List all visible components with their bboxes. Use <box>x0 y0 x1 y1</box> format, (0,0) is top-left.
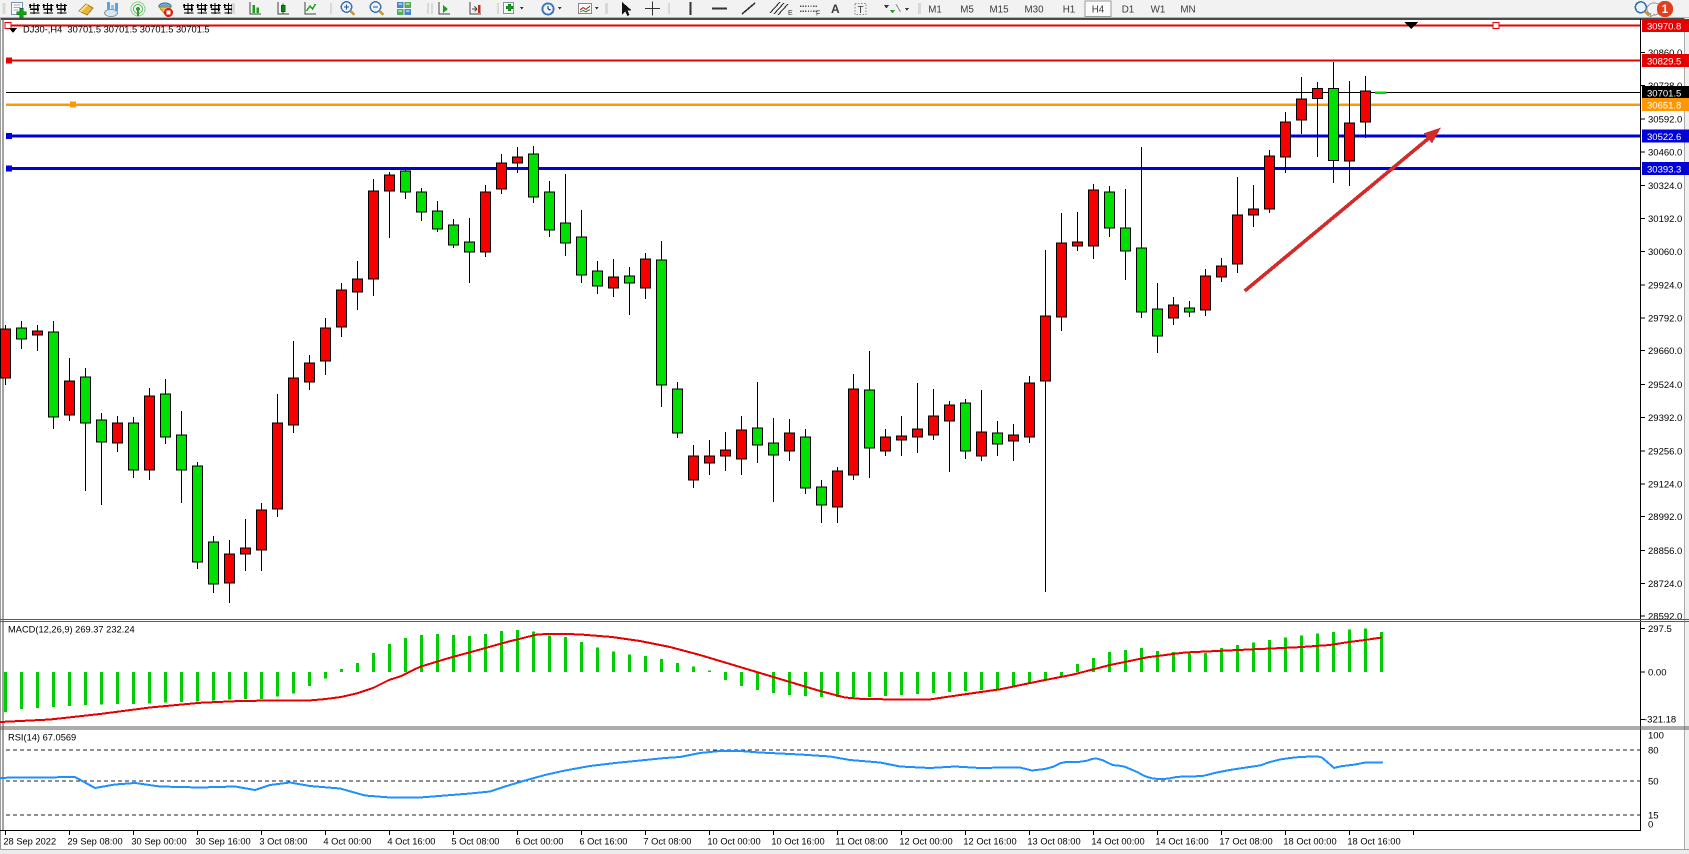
svg-text:30651.8: 30651.8 <box>1647 101 1681 112</box>
svg-text:12 Oct 16:00: 12 Oct 16:00 <box>963 837 1016 847</box>
svg-text:30860.0: 30860.0 <box>1648 48 1682 59</box>
svg-text:80: 80 <box>1648 746 1659 757</box>
svg-text:297.5: 297.5 <box>1648 624 1672 635</box>
svg-text:30970.8: 30970.8 <box>1647 22 1681 33</box>
svg-text:H4: H4 <box>1092 5 1105 16</box>
svg-text:M1: M1 <box>928 5 942 16</box>
svg-text:17 Oct 08:00: 17 Oct 08:00 <box>1219 837 1272 847</box>
svg-text:30324.0: 30324.0 <box>1648 181 1682 192</box>
svg-text:MN: MN <box>1180 5 1195 16</box>
svg-text:6 Oct 00:00: 6 Oct 00:00 <box>515 837 563 847</box>
svg-text:M30: M30 <box>1024 5 1044 16</box>
svg-text:29392.0: 29392.0 <box>1648 413 1682 424</box>
svg-text:12 Oct 00:00: 12 Oct 00:00 <box>899 837 952 847</box>
svg-text:30 Sep 16:00: 30 Sep 16:00 <box>195 837 250 847</box>
svg-text:5 Oct 08:00: 5 Oct 08:00 <box>451 837 499 847</box>
svg-text:-321.18: -321.18 <box>1644 715 1676 726</box>
svg-text:4 Oct 00:00: 4 Oct 00:00 <box>323 837 371 847</box>
svg-text:18 Oct 16:00: 18 Oct 16:00 <box>1347 837 1400 847</box>
svg-text:10 Oct 16:00: 10 Oct 16:00 <box>771 837 824 847</box>
svg-text:F: F <box>816 11 820 18</box>
svg-text:M5: M5 <box>960 5 974 16</box>
svg-text:13 Oct 08:00: 13 Oct 08:00 <box>1027 837 1080 847</box>
svg-text:29 Sep 08:00: 29 Sep 08:00 <box>67 837 122 847</box>
svg-text:14 Oct 00:00: 14 Oct 00:00 <box>1091 837 1144 847</box>
svg-text:30460.0: 30460.0 <box>1648 147 1682 158</box>
svg-text:28 Sep 2022: 28 Sep 2022 <box>3 837 56 847</box>
svg-text:DJ30-,H4 30701.5 30701.5 3070: DJ30-,H4 30701.5 30701.5 30701.5 30701.5 <box>23 25 210 35</box>
svg-text:10 Oct 00:00: 10 Oct 00:00 <box>707 837 760 847</box>
svg-text:M15: M15 <box>989 5 1009 16</box>
svg-text:29256.0: 29256.0 <box>1648 447 1682 458</box>
svg-text:50: 50 <box>1648 777 1659 788</box>
svg-text:H1: H1 <box>1063 5 1076 16</box>
svg-text:3 Oct 08:00: 3 Oct 08:00 <box>259 837 307 847</box>
svg-text:W1: W1 <box>1151 5 1166 16</box>
svg-text:11 Oct 08:00: 11 Oct 08:00 <box>835 837 888 847</box>
svg-text:29792.0: 29792.0 <box>1648 313 1682 324</box>
svg-text:RSI(14) 67.0569: RSI(14) 67.0569 <box>8 733 76 743</box>
svg-text:1: 1 <box>1662 4 1669 16</box>
svg-text:30701.5: 30701.5 <box>1647 89 1681 100</box>
svg-text:29924.0: 29924.0 <box>1648 281 1682 292</box>
svg-text:30192.0: 30192.0 <box>1648 214 1682 225</box>
svg-text:0.00: 0.00 <box>1648 668 1667 679</box>
svg-text:29524.0: 29524.0 <box>1648 380 1682 391</box>
svg-text:18 Oct 00:00: 18 Oct 00:00 <box>1283 837 1336 847</box>
svg-text:MACD(12,26,9) 269.37 232.24: MACD(12,26,9) 269.37 232.24 <box>8 625 135 635</box>
svg-text:30060.0: 30060.0 <box>1648 247 1682 258</box>
svg-text:30 Sep 00:00: 30 Sep 00:00 <box>131 837 186 847</box>
svg-text:E: E <box>788 10 793 17</box>
svg-text:29660.0: 29660.0 <box>1648 346 1682 357</box>
svg-text:30393.3: 30393.3 <box>1647 165 1681 176</box>
svg-text:28992.0: 28992.0 <box>1648 512 1682 523</box>
svg-text:14 Oct 16:00: 14 Oct 16:00 <box>1155 837 1208 847</box>
svg-text:A: A <box>831 2 840 16</box>
svg-text:28592.0: 28592.0 <box>1648 612 1682 623</box>
svg-text:30829.5: 30829.5 <box>1647 57 1681 68</box>
svg-text:29124.0: 29124.0 <box>1648 479 1682 490</box>
svg-text:4 Oct 16:00: 4 Oct 16:00 <box>387 837 435 847</box>
svg-text:6 Oct 16:00: 6 Oct 16:00 <box>579 837 627 847</box>
svg-text:100: 100 <box>1648 731 1664 742</box>
svg-text:28724.0: 28724.0 <box>1648 579 1682 590</box>
svg-text:D1: D1 <box>1122 5 1135 16</box>
svg-text:7 Oct 08:00: 7 Oct 08:00 <box>643 837 691 847</box>
svg-text:15: 15 <box>1648 811 1659 822</box>
svg-text:0: 0 <box>1648 820 1653 831</box>
svg-text:T: T <box>858 5 864 16</box>
svg-text:30522.6: 30522.6 <box>1647 132 1681 143</box>
svg-text:28856.0: 28856.0 <box>1648 546 1682 557</box>
svg-text:30592.0: 30592.0 <box>1648 115 1682 126</box>
